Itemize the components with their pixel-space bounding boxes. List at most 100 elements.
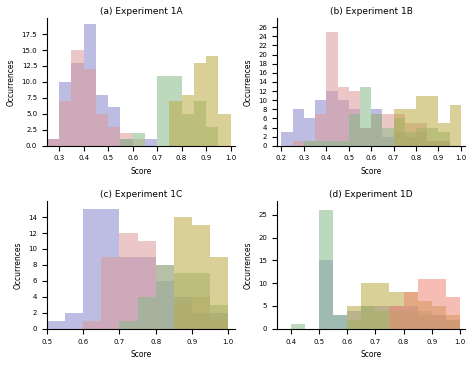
Bar (101, 209, 119, 329)
Bar (371, 114, 383, 146)
Bar (319, 210, 333, 329)
Bar (446, 315, 460, 329)
Bar (315, 100, 326, 146)
X-axis label: Score: Score (130, 167, 152, 176)
Bar (438, 132, 450, 146)
Bar (337, 100, 349, 146)
Y-axis label: Occurrences: Occurrences (244, 241, 253, 289)
Title: (c) Experiment 1C: (c) Experiment 1C (100, 190, 182, 199)
Bar (65, 313, 83, 329)
Bar (282, 132, 292, 146)
Bar (47, 139, 59, 146)
Bar (145, 139, 157, 146)
Bar (393, 109, 405, 146)
Bar (361, 283, 375, 329)
Bar (137, 257, 155, 329)
Bar (319, 260, 333, 329)
Bar (349, 91, 360, 146)
Bar (169, 75, 182, 146)
Bar (438, 141, 450, 146)
Bar (108, 108, 120, 146)
X-axis label: Score: Score (130, 350, 152, 359)
Bar (383, 137, 393, 146)
Bar (347, 310, 361, 329)
Bar (192, 225, 210, 329)
Bar (304, 141, 315, 146)
Bar (416, 123, 427, 146)
Bar (119, 233, 137, 329)
Y-axis label: Occurrences: Occurrences (14, 241, 23, 289)
Bar (120, 133, 133, 146)
Bar (427, 141, 438, 146)
Bar (83, 209, 101, 329)
Bar (210, 257, 228, 329)
Bar (371, 109, 383, 146)
Bar (119, 257, 137, 329)
Bar (291, 324, 305, 329)
Bar (405, 123, 416, 146)
Bar (59, 101, 72, 146)
Bar (375, 306, 390, 329)
Bar (120, 139, 133, 146)
Bar (119, 321, 137, 329)
Bar (210, 313, 228, 329)
Bar (219, 114, 230, 146)
X-axis label: Score: Score (361, 167, 382, 176)
Bar (361, 306, 375, 329)
Bar (390, 306, 403, 329)
Bar (47, 321, 65, 329)
Bar (405, 132, 416, 146)
Bar (446, 320, 460, 329)
Bar (84, 25, 96, 146)
Title: (a) Experiment 1A: (a) Experiment 1A (100, 7, 182, 16)
Bar (371, 114, 383, 146)
Y-axis label: Occurrences: Occurrences (7, 58, 16, 106)
Bar (96, 95, 108, 146)
Bar (169, 101, 182, 146)
Bar (427, 96, 438, 146)
Bar (206, 127, 219, 146)
Bar (59, 82, 72, 146)
Bar (194, 63, 206, 146)
Bar (333, 315, 347, 329)
Bar (432, 279, 446, 329)
Bar (432, 306, 446, 329)
Bar (194, 101, 206, 146)
Bar (416, 96, 427, 146)
Bar (157, 75, 169, 146)
Bar (101, 257, 119, 329)
Bar (133, 139, 145, 146)
Bar (182, 95, 194, 146)
Bar (96, 114, 108, 146)
Bar (450, 105, 461, 146)
Bar (174, 217, 192, 329)
Bar (174, 297, 192, 329)
Bar (390, 310, 403, 329)
Bar (418, 315, 432, 329)
Bar (326, 141, 337, 146)
Bar (182, 114, 194, 146)
Bar (390, 306, 403, 329)
Bar (155, 265, 174, 329)
Bar (375, 283, 390, 329)
Bar (418, 279, 432, 329)
Bar (292, 109, 304, 146)
Bar (403, 306, 418, 329)
Bar (137, 297, 155, 329)
Bar (405, 137, 416, 146)
Bar (72, 63, 84, 146)
Bar (360, 127, 371, 146)
Bar (333, 315, 347, 329)
Bar (347, 306, 361, 329)
Bar (210, 305, 228, 329)
Bar (174, 273, 192, 329)
Y-axis label: Occurrences: Occurrences (244, 58, 253, 106)
Bar (192, 297, 210, 329)
Bar (418, 302, 432, 329)
Bar (349, 109, 360, 146)
Bar (405, 109, 416, 146)
Bar (210, 321, 228, 329)
Bar (133, 133, 145, 146)
Bar (383, 127, 393, 146)
Bar (84, 69, 96, 146)
